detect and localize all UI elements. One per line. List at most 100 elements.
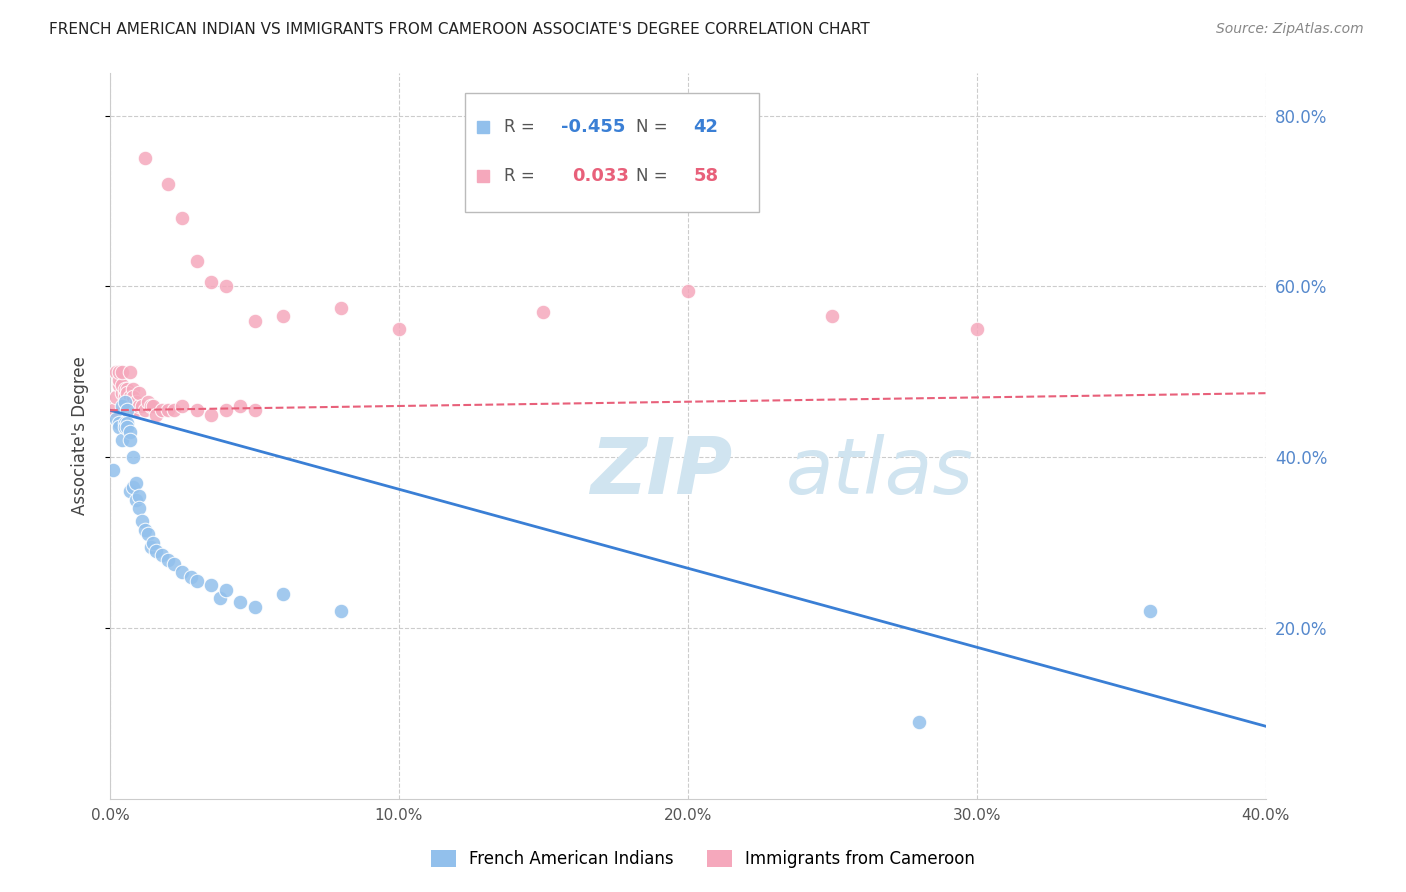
Point [107, 373, 129, 387]
Point [114, 394, 136, 409]
Point [150, 403, 173, 417]
Point [120, 403, 142, 417]
Point [101, 403, 124, 417]
Legend: French American Indians, Immigrants from Cameroon: French American Indians, Immigrants from… [425, 843, 981, 875]
Point [134, 403, 156, 417]
Point [114, 382, 136, 396]
FancyBboxPatch shape [465, 93, 759, 211]
Text: R =: R = [505, 167, 540, 185]
Point [156, 403, 179, 417]
Point [122, 450, 145, 465]
Point [162, 557, 184, 571]
Point [120, 365, 142, 379]
Text: ZIP: ZIP [589, 434, 733, 510]
Point [531, 305, 554, 319]
Point [114, 391, 136, 405]
Point [125, 492, 148, 507]
Point [117, 386, 139, 401]
Point [104, 391, 127, 405]
Point [131, 399, 153, 413]
Point [104, 411, 127, 425]
Point [114, 399, 136, 413]
Point [142, 399, 165, 413]
Point [122, 480, 145, 494]
Point [120, 391, 142, 405]
Point [114, 416, 136, 430]
Point [111, 386, 134, 401]
Text: 42: 42 [693, 118, 718, 136]
Point [122, 391, 145, 405]
Point [172, 211, 194, 226]
Point [117, 403, 139, 417]
Point [243, 599, 266, 614]
Point [676, 284, 699, 298]
Point [145, 408, 167, 422]
Point [134, 523, 156, 537]
Text: atlas: atlas [786, 434, 974, 510]
Text: 0.033: 0.033 [572, 167, 628, 185]
Point [111, 377, 134, 392]
Point [125, 475, 148, 490]
Point [156, 552, 179, 566]
Point [139, 399, 162, 413]
Point [120, 425, 142, 439]
Point [214, 279, 236, 293]
Point [145, 544, 167, 558]
Point [128, 489, 150, 503]
Point [107, 365, 129, 379]
Point [243, 313, 266, 327]
Point [117, 403, 139, 417]
Point [908, 714, 931, 729]
Point [156, 177, 179, 191]
Point [111, 399, 134, 413]
Point [214, 403, 236, 417]
Point [114, 386, 136, 401]
Point [200, 408, 222, 422]
Point [821, 310, 844, 324]
Point [107, 420, 129, 434]
Point [243, 403, 266, 417]
Point [200, 578, 222, 592]
Point [122, 394, 145, 409]
Point [120, 399, 142, 413]
Point [186, 253, 208, 268]
Point [139, 540, 162, 554]
Point [101, 463, 124, 477]
Point [229, 595, 252, 609]
Point [136, 527, 159, 541]
Text: Source: ZipAtlas.com: Source: ZipAtlas.com [1216, 22, 1364, 37]
Point [107, 416, 129, 430]
Point [966, 322, 988, 336]
Point [122, 382, 145, 396]
Point [117, 382, 139, 396]
Point [111, 365, 134, 379]
Point [330, 604, 353, 618]
Point [120, 433, 142, 447]
Y-axis label: Associate's Degree: Associate's Degree [72, 357, 89, 516]
Point [117, 420, 139, 434]
Point [117, 399, 139, 413]
Point [134, 152, 156, 166]
Point [330, 301, 353, 315]
Text: N =: N = [636, 118, 672, 136]
Point [120, 484, 142, 499]
Point [104, 365, 127, 379]
Point [200, 275, 222, 289]
Text: R =: R = [505, 118, 540, 136]
Point [125, 394, 148, 409]
Point [172, 566, 194, 580]
Point [114, 420, 136, 434]
Point [229, 399, 252, 413]
Point [186, 574, 208, 588]
Point [125, 403, 148, 417]
Point [208, 591, 231, 606]
Point [273, 587, 295, 601]
Point [117, 416, 139, 430]
Text: FRENCH AMERICAN INDIAN VS IMMIGRANTS FROM CAMEROON ASSOCIATE'S DEGREE CORRELATIO: FRENCH AMERICAN INDIAN VS IMMIGRANTS FRO… [49, 22, 870, 37]
Point [136, 394, 159, 409]
Point [388, 322, 411, 336]
Point [180, 570, 202, 584]
Point [1139, 604, 1161, 618]
Point [172, 399, 194, 413]
Point [122, 403, 145, 417]
